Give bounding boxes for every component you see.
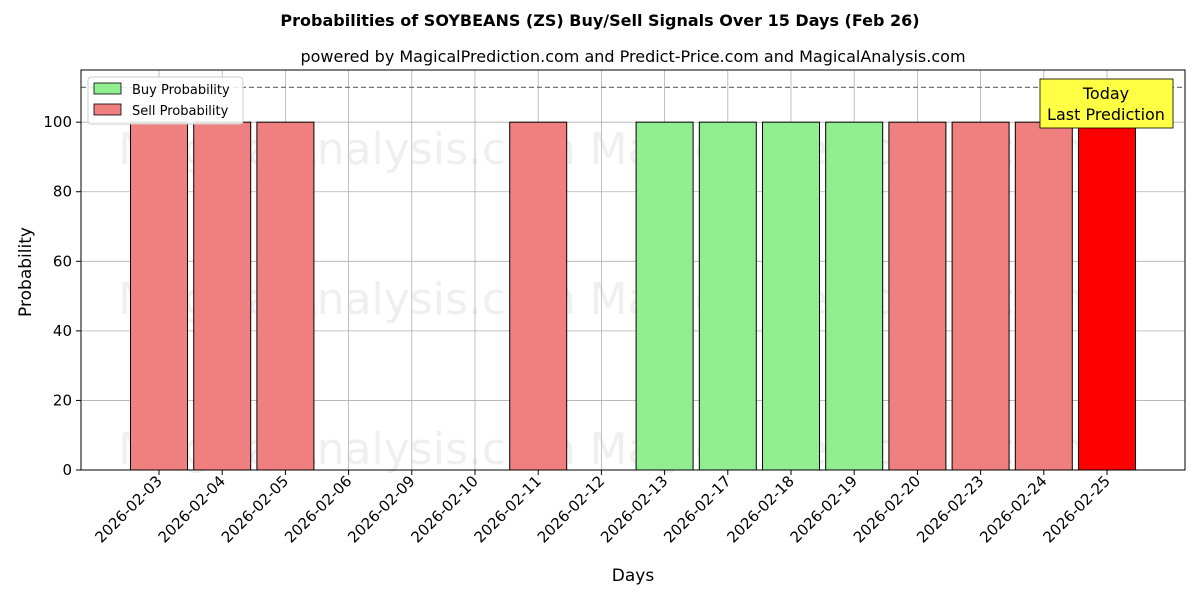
bar-sell [1014,121,1073,471]
chart-subtitle: powered by MagicalPrediction.com and Pre… [300,47,965,66]
x-tick-label: 2026-02-12 [534,472,608,546]
x-tick-label: 2026-02-11 [471,472,545,546]
x-tick-label: 2026-02-09 [344,472,418,546]
y-tick-label: 40 [53,322,72,340]
x-tick-label: 2026-02-17 [660,472,734,546]
legend: Buy Probability Sell Probability [87,76,244,125]
x-tick-label: 2026-02-13 [597,472,671,546]
bar-sell [130,121,188,471]
annotation-line1: Today [1082,84,1129,103]
legend-label-sell: Sell Probability [132,104,229,119]
bar-buy [825,121,884,471]
y-tick-label: 60 [53,252,72,270]
annotation-line2: Last Prediction [1047,105,1165,124]
y-tick-label: 0 [62,461,72,479]
x-tick-label: 2026-02-05 [218,472,292,546]
bar-buy [635,121,694,471]
y-tick-label: 80 [53,183,72,201]
x-tick-label: 2026-02-10 [407,472,481,546]
bar-buy [698,121,757,471]
bar-sell [888,121,947,471]
y-axis-label: Probability [16,227,36,317]
x-tick-label: 2026-02-23 [913,472,987,546]
bar-sell [256,121,315,471]
y-tick-label: 20 [53,391,72,409]
legend-label-buy: Buy Probability [132,83,230,98]
bar-sell [193,121,252,471]
y-ticks: 0 20 40 60 80 100 [43,113,81,479]
x-tick-label: 2026-02-25 [1039,472,1113,546]
x-axis-label: Days [612,566,655,586]
legend-box [87,76,244,125]
x-tick-label: 2026-02-06 [281,472,355,546]
legend-swatch-buy [93,82,122,95]
bar-sell [951,121,1010,471]
chart-title: Probabilities of SOYBEANS (ZS) Buy/Sell … [280,11,919,30]
annotation-box [1039,78,1174,129]
x-tick-label: 2026-02-03 [91,472,165,546]
bar-sell [509,121,568,471]
x-tick-label: 2026-02-24 [976,472,1050,546]
x-ticks: 2026-02-032026-02-042026-02-052026-02-06… [91,470,1114,546]
bars [130,121,1136,471]
y-tick-label: 100 [43,113,72,131]
x-tick-label: 2026-02-04 [155,472,229,546]
x-tick-label: 2026-02-20 [850,472,924,546]
today-annotation: Today Last Prediction [1039,78,1174,129]
bar-buy [762,121,820,471]
bar-sell [1078,121,1136,471]
legend-swatch-sell [93,103,122,116]
x-tick-label: 2026-02-18 [723,472,797,546]
x-tick-label: 2026-02-19 [787,472,861,546]
plot-frame [80,69,1186,471]
